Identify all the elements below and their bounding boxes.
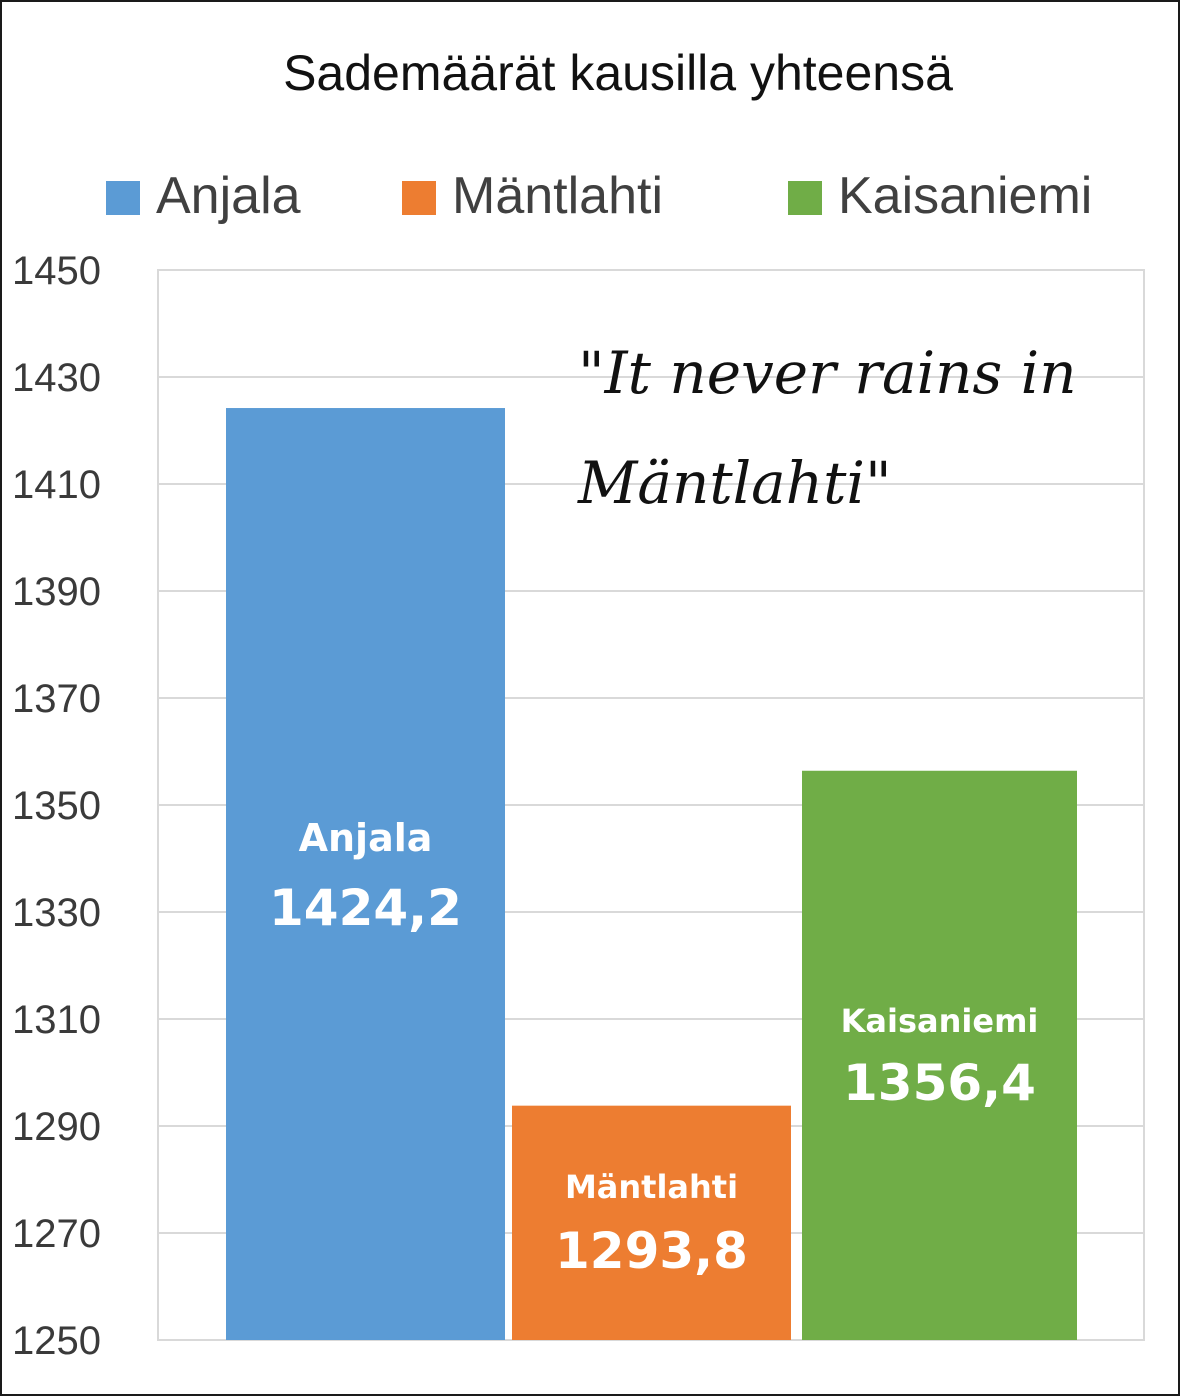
bar-value-label: 1356,4	[843, 1054, 1036, 1112]
y-tick-label: 1390	[12, 570, 101, 614]
bar-category-label: Kaisaniemi	[841, 1002, 1039, 1040]
y-tick-label: 1270	[12, 1212, 101, 1256]
chart-annotation: "It never rains in Mäntlahti"	[578, 339, 1077, 517]
y-tick-label: 1310	[12, 998, 101, 1042]
bar-category-label: Anjala	[299, 816, 433, 860]
bar	[226, 408, 505, 1340]
y-tick-label: 1450	[12, 249, 101, 293]
chart-title: Sademäärät kausilla yhteensä	[283, 45, 953, 101]
bar	[512, 1105, 791, 1340]
y-tick-label: 1350	[12, 784, 101, 828]
bar-value-label: 1293,8	[555, 1222, 748, 1280]
bar-value-label: 1424,2	[269, 879, 462, 937]
y-tick-label: 1330	[12, 891, 101, 935]
legend-label: Mäntlahti	[452, 167, 663, 225]
y-tick-label: 1430	[12, 356, 101, 400]
legend-swatch	[788, 181, 822, 215]
legend-label: Anjala	[156, 167, 301, 225]
y-tick-label: 1250	[12, 1319, 101, 1363]
y-tick-label: 1370	[12, 677, 101, 721]
bar	[802, 770, 1077, 1340]
y-tick-label: 1410	[12, 463, 101, 507]
legend-label: Kaisaniemi	[838, 167, 1093, 225]
legend-swatch	[402, 181, 436, 215]
y-tick-label: 1290	[12, 1105, 101, 1149]
legend-swatch	[106, 181, 140, 215]
bar-category-label: Mäntlahti	[565, 1168, 738, 1206]
